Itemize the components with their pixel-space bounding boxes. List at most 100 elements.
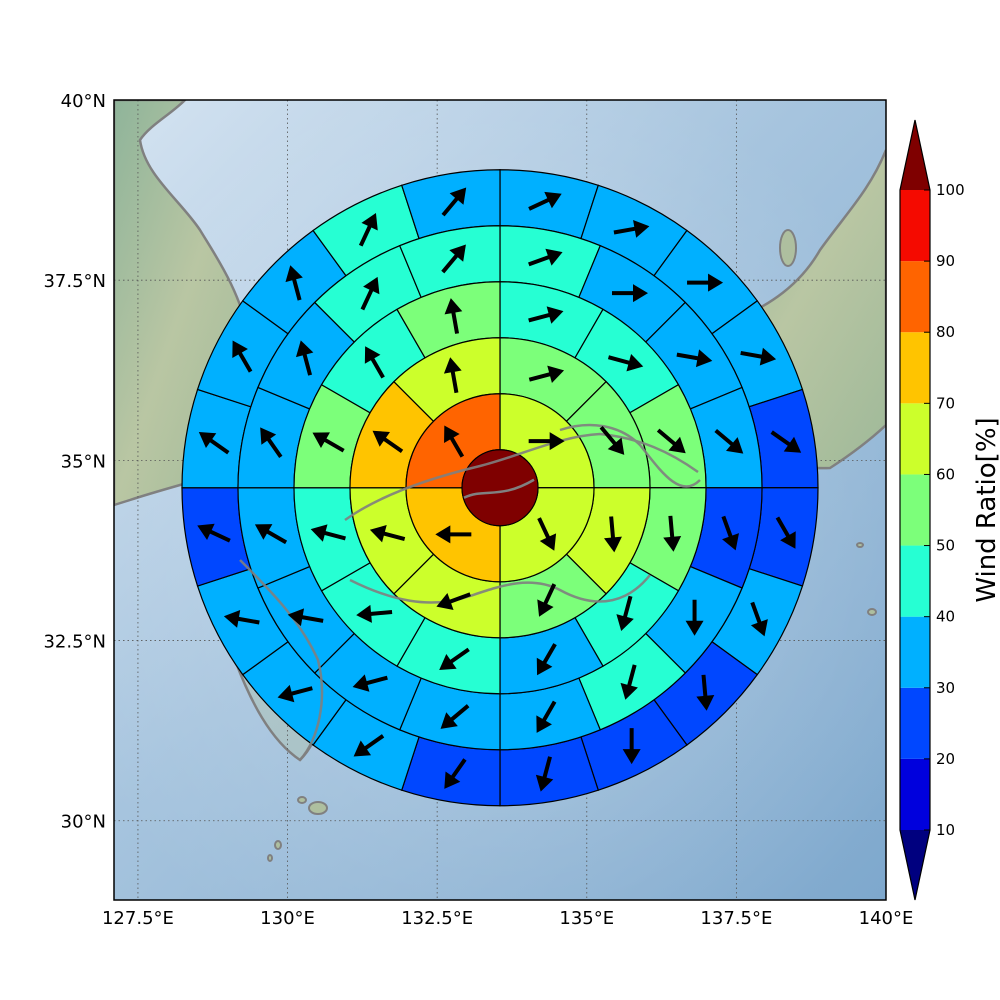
island [308, 801, 328, 815]
wind-arrow [312, 432, 345, 453]
y-tick-label: 37.5°N [43, 271, 106, 292]
y-tick-label: 32.5°N [43, 632, 106, 653]
x-tick-label: 132.5°E [401, 908, 473, 929]
wind-arrow [663, 515, 682, 552]
wind-arrow [528, 248, 563, 267]
x-tick-label: 135°E [559, 908, 614, 929]
colorbar-tick-label: 50 [936, 537, 955, 555]
wind-arrow [435, 525, 472, 544]
wind-arrow [656, 428, 686, 454]
y-axis-ticks: 30°N 32.5°N 35°N 37.5°N 40°N [43, 91, 106, 833]
sector-grid [181, 169, 819, 807]
wind-arrow [353, 734, 385, 757]
wind-arrow [372, 430, 404, 454]
island [867, 608, 877, 616]
wind-arrow [528, 432, 565, 451]
wind-arrow [444, 425, 465, 458]
wind-arrow [687, 273, 724, 292]
colorbar-segment [900, 261, 930, 333]
wind-arrow [740, 347, 777, 366]
colorbar-tick-label: 90 [936, 252, 955, 270]
wind-arrow [439, 647, 470, 671]
coastline-overlay [239, 423, 701, 761]
colorbar-segment [900, 332, 930, 404]
colorbar-extend-max [900, 120, 930, 190]
wind-arrow [616, 595, 634, 631]
wind-arrow [369, 524, 406, 543]
wind-arrow [364, 346, 385, 379]
colorbar-tick-label: 20 [936, 750, 955, 768]
wind-arrow [607, 353, 644, 372]
wind-arrows [197, 187, 802, 792]
wind-arrow [613, 219, 650, 238]
wind-arrow [536, 643, 557, 676]
colorbar-tick-label: 40 [936, 608, 955, 626]
wind-arrow [436, 592, 471, 610]
island [779, 229, 797, 267]
coastline-center [463, 478, 535, 499]
y-tick-label: 30°N [61, 812, 106, 833]
colorbar-tick-label: 30 [936, 679, 955, 697]
colorbar-tick-label: 80 [936, 323, 955, 341]
wind-arrow [528, 365, 565, 383]
wind-arrow [260, 427, 283, 458]
wind-arrow [750, 601, 768, 637]
wind-arrow [295, 340, 314, 376]
wind-arrow [287, 608, 324, 627]
wind-arrow [223, 610, 260, 628]
wind-arrow [528, 306, 564, 324]
island [274, 840, 282, 850]
x-tick-label: 140°E [859, 908, 914, 929]
center-disk [461, 449, 539, 527]
wind-arrow [676, 349, 713, 368]
island [267, 854, 273, 862]
colorbar-extend-min [900, 830, 930, 900]
wind-arrow [536, 700, 557, 733]
wind-arrow [277, 684, 313, 703]
wind-arrow [444, 298, 463, 334]
wind-arrow [254, 524, 288, 545]
wind-arrow [441, 187, 467, 217]
y-tick-label: 35°N [61, 451, 106, 472]
island [856, 542, 864, 548]
x-axis-ticks: 127.5°E 130°E 132.5°E 135°E 137.5°E 140°E [102, 908, 913, 929]
wind-arrow [443, 357, 462, 394]
wind-arrow [696, 674, 715, 711]
colorbar-segment [900, 545, 930, 617]
colorbar-segment [900, 687, 930, 759]
wind-arrow [352, 674, 388, 692]
wind-arrow [775, 516, 796, 549]
wind-arrow [770, 430, 802, 453]
colorbar: 10 20 30 40 50 60 70 80 90 100 [899, 119, 965, 901]
wind-arrow [197, 523, 231, 543]
plot-frame [113, 99, 887, 901]
colorbar-segment [900, 474, 930, 546]
wind-arrow [721, 515, 739, 551]
wind-arrow [444, 758, 467, 789]
wind-arrow [714, 428, 744, 454]
wind-arrow [528, 191, 562, 211]
colorbar-tick-label: 10 [936, 821, 955, 839]
wind-arrow [441, 244, 466, 274]
y-tick-label: 40°N [61, 91, 106, 112]
colorbar-segment [900, 190, 930, 262]
wind-arrow [232, 340, 253, 373]
wind-arrow [285, 265, 303, 301]
colorbar-segment [900, 758, 930, 830]
colorbar-segment [900, 616, 930, 688]
wind-arrow [599, 425, 625, 455]
x-tick-label: 127.5°E [102, 908, 174, 929]
wind-arrow [198, 432, 230, 455]
wind-arrow [440, 704, 470, 729]
wind-arrow [685, 599, 704, 636]
wind-arrow [360, 276, 380, 311]
colorbar-segment [900, 403, 930, 475]
wind-arrow [535, 756, 554, 792]
wind-arrow [620, 664, 638, 700]
wind-arrow [604, 516, 622, 553]
wind-arrow [358, 213, 378, 247]
wind-arrow [612, 284, 649, 303]
x-tick-label: 137.5°E [700, 908, 772, 929]
wind-arrow [356, 604, 393, 623]
